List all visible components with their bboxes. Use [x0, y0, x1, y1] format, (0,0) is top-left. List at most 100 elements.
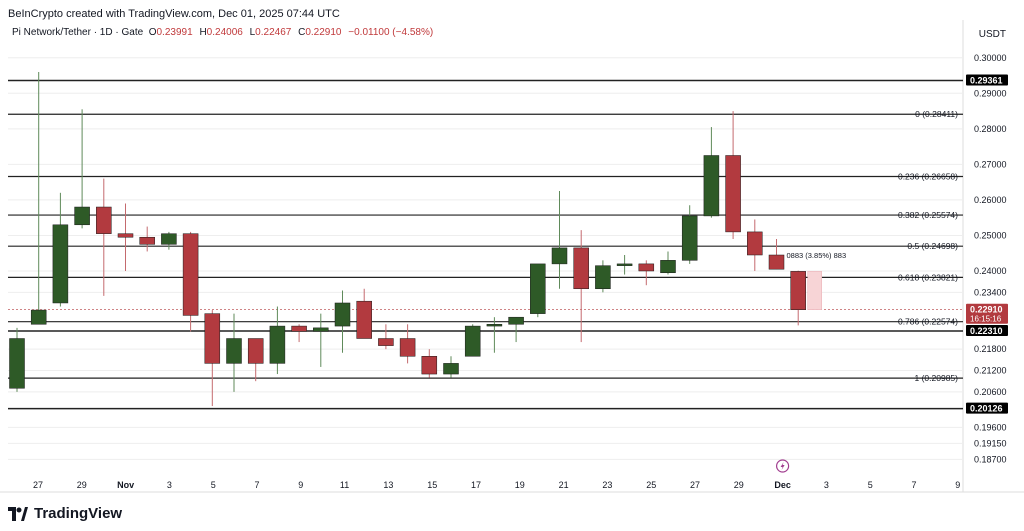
x-tick-label: 3 [167, 480, 172, 490]
candle-body [74, 206, 90, 226]
y-tick-label: 0.21800 [974, 344, 1007, 354]
x-tick-label: 29 [77, 480, 87, 490]
fib-level-label: 1 (0.20985) [915, 373, 959, 383]
ohlc-low-label: L [249, 27, 256, 38]
ohlc-close: 0.22910 [305, 27, 342, 38]
fib-level-label: 0.618 (0.23821) [898, 272, 958, 282]
candle-body [182, 233, 199, 316]
y-tick-label: 0.19150 [974, 438, 1007, 448]
x-tick-label: 17 [471, 480, 481, 490]
candle-body [443, 363, 459, 375]
candle-body [703, 155, 720, 217]
candle-body [464, 325, 481, 357]
candle-body [725, 155, 741, 233]
x-tick-label: 5 [211, 480, 216, 490]
candle-body [638, 263, 655, 272]
ohlc-open: 0.23991 [156, 27, 193, 38]
candle-body [421, 356, 438, 375]
x-tick-label: 13 [383, 480, 393, 490]
candle-body [291, 325, 307, 332]
x-tick-label: Nov [117, 480, 134, 490]
y-tick-label: 0.28000 [974, 124, 1007, 134]
countdown-label: 16:15:16 [970, 315, 1002, 324]
tradingview-wordmark: TradingView [34, 505, 123, 522]
y-tick-label: 0.21200 [974, 365, 1007, 375]
chart-attribution: BeInCrypto created with TradingView.com,… [8, 8, 340, 20]
price-axis-label-box [966, 402, 1008, 414]
candle-body [681, 215, 698, 261]
x-tick-label: 9 [955, 480, 960, 490]
x-tick-label: Dec [774, 480, 791, 490]
price-axis-label: 0.22310 [970, 326, 1003, 336]
measure-label: 0883 (3.85%) 883 [787, 251, 847, 260]
y-tick-label: 0.23400 [974, 287, 1007, 297]
candle-body [660, 260, 676, 274]
price-axis-label: 0.29361 [970, 75, 1003, 85]
candle-body [508, 316, 524, 325]
y-tick-label: 0.20600 [974, 387, 1007, 397]
candle-body [96, 206, 112, 234]
x-tick-label: 9 [298, 480, 303, 490]
candle-body [30, 309, 47, 325]
fib-level-label: 0 (0.28411) [915, 109, 958, 119]
y-tick-label: 0.19600 [974, 422, 1007, 432]
lightning-glyph [780, 462, 785, 470]
x-tick-label: 7 [254, 480, 259, 490]
ohlc-change: −0.01100 (−4.58%) [348, 27, 434, 38]
candle-body [747, 231, 763, 256]
fib-level-label: 0.382 (0.25574) [898, 210, 958, 220]
candle-body [573, 247, 589, 290]
fib-level-label: 0.5 (0.24698) [907, 241, 958, 251]
candle-body [768, 254, 785, 270]
x-tick-label: 15 [427, 480, 437, 490]
ohlc-high-label: H [199, 27, 207, 38]
candle-body [378, 338, 394, 346]
fib-level-label: 0.236 (0.26658) [898, 172, 958, 182]
price-axis-label-box [966, 325, 1008, 337]
candle-body [551, 247, 568, 265]
x-tick-label: 23 [602, 480, 612, 490]
y-tick-label: 0.27000 [974, 159, 1007, 169]
y-tick-label: 0.25000 [974, 230, 1007, 240]
x-tick-label: 7 [911, 480, 916, 490]
candle-body [313, 327, 329, 332]
candle-body [530, 263, 546, 314]
y-tick-label: 0.29000 [974, 88, 1007, 98]
ohlc-low: 0.22467 [255, 27, 292, 38]
ohlc-close-label: C [298, 27, 306, 38]
ohlc-open-label: O [148, 27, 157, 38]
candle-body [334, 302, 351, 327]
y-tick-label: 0.30000 [974, 53, 1007, 63]
candle-body [247, 338, 264, 364]
candle-body [139, 236, 155, 245]
candle-body [117, 233, 134, 238]
x-tick-label: 27 [690, 480, 700, 490]
price-currency: USDT [978, 29, 1006, 40]
symbol-name: Pi Network/Tether · 1D · Gate [12, 27, 144, 38]
candle-body [399, 338, 416, 357]
measure-projection-box [807, 271, 822, 310]
candle-body [356, 300, 372, 339]
candle-body [595, 265, 611, 290]
tradingview-logo-icon [8, 506, 28, 521]
y-tick-label: 0.18700 [974, 454, 1007, 464]
price-axis-label: 0.20126 [970, 404, 1003, 414]
candle-body [161, 233, 177, 245]
x-tick-label: 19 [515, 480, 525, 490]
price-axis-label-box [966, 74, 1008, 86]
x-tick-label: 5 [868, 480, 873, 490]
price-axis-label-box [966, 303, 1008, 324]
candle-body [204, 313, 221, 364]
candle-body [486, 324, 503, 327]
x-tick-label: 3 [824, 480, 829, 490]
x-tick-label: 11 [340, 480, 349, 490]
x-tick-label: 25 [646, 480, 656, 490]
candle-body [616, 263, 633, 266]
x-tick-label: 21 [559, 480, 569, 490]
candle-body [269, 325, 286, 364]
y-tick-label: 0.26000 [974, 195, 1007, 205]
candle-body [52, 224, 69, 304]
symbol-legend: Pi Network/Tether · 1D · Gate O0.23991 H… [12, 27, 437, 38]
tradingview-branding: TradingView [8, 505, 122, 522]
